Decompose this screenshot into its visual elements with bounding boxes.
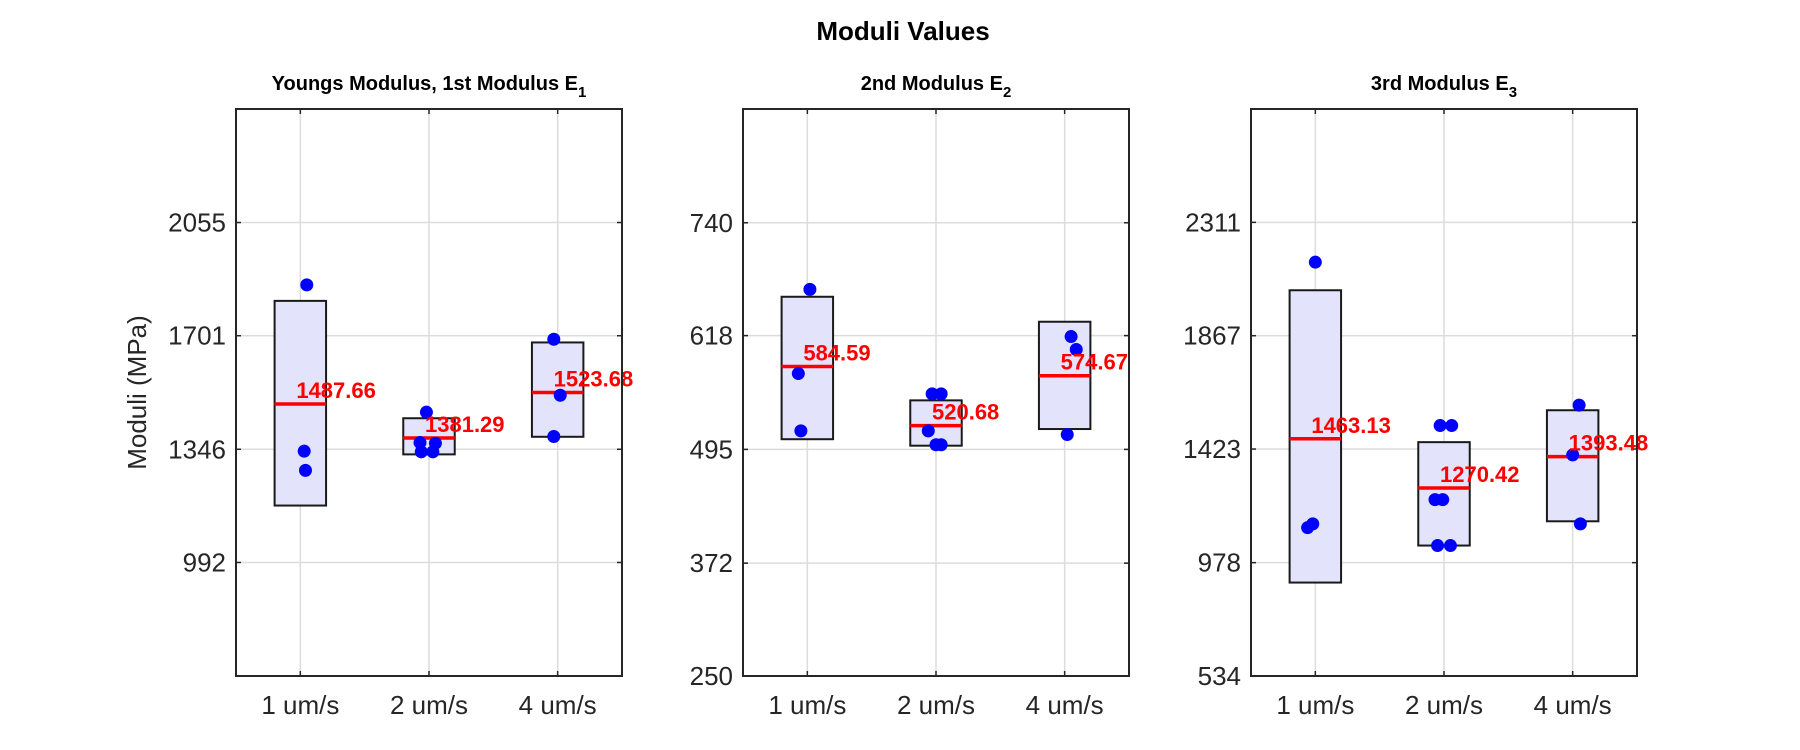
- data-point: [1301, 521, 1315, 535]
- figure-title: Moduli Values: [816, 16, 989, 46]
- chart-panel-1: Youngs Modulus, 1st Modulus E1 2055 1701 13…: [122, 73, 633, 720]
- x-tick-label: 4 um/s: [1026, 690, 1104, 720]
- y-tick-label: 250: [690, 661, 733, 691]
- x-tick-label: 2 um/s: [1405, 690, 1483, 720]
- median-value-label: 1393.48: [1569, 431, 1649, 456]
- y-tick-label: 1423: [1183, 434, 1241, 464]
- y-tick-label: 2055: [168, 208, 226, 238]
- data-point: [1064, 330, 1078, 344]
- x-tick-label: 4 um/s: [1534, 690, 1612, 720]
- data-point: [1433, 419, 1447, 433]
- data-point: [791, 367, 805, 381]
- data-point: [1436, 493, 1450, 507]
- box: [1545, 409, 1600, 523]
- x-tick-label: 1 um/s: [768, 690, 846, 720]
- data-point: [803, 282, 817, 296]
- panel-title: 3rd Modulus E3: [1371, 73, 1517, 101]
- y-tick-label: 534: [1198, 661, 1241, 691]
- y-tick-label: 1701: [168, 321, 226, 351]
- y-tick-label: 992: [183, 547, 226, 577]
- median-value-label: 584.59: [803, 341, 870, 366]
- chart-panel-3: 3rd Modulus E3 2311 1867 1423 978 534 1 um/s 2 …: [1183, 73, 1648, 720]
- data-point: [547, 429, 561, 443]
- median-value-label: 520.68: [932, 400, 999, 425]
- data-point: [934, 387, 948, 401]
- y-tick-label: 495: [690, 434, 733, 464]
- box: [909, 399, 963, 447]
- data-point: [426, 445, 440, 459]
- median-value-label: 1463.13: [1311, 413, 1391, 438]
- y-tick-label: 372: [690, 548, 733, 578]
- y-tick-label: 740: [690, 208, 733, 238]
- median-value-label: 574.67: [1061, 350, 1128, 375]
- x-tick-label: 4 um/s: [519, 690, 597, 720]
- y-tick-label: 1867: [1183, 321, 1241, 351]
- data-point: [300, 278, 314, 292]
- data-point: [1445, 419, 1459, 433]
- panel-title: Youngs Modulus, 1st Modulus E1: [272, 73, 587, 101]
- data-point: [1060, 428, 1074, 442]
- data-point: [1443, 539, 1457, 553]
- y-tick-label: 978: [1198, 548, 1241, 578]
- median-value-label: 1270.42: [1440, 462, 1520, 487]
- axes-frame: [1250, 108, 1638, 677]
- median-value-label: 1523.68: [554, 366, 634, 391]
- median-value-label: 1487.66: [296, 378, 376, 403]
- data-point: [921, 424, 935, 438]
- data-point: [414, 445, 428, 459]
- y-tick-label: 2311: [1185, 207, 1241, 237]
- y-tick-label: 618: [690, 321, 733, 351]
- panel-title: 2nd Modulus E2: [861, 73, 1012, 101]
- axes-frame: [235, 108, 623, 677]
- y-tick-label: 1346: [168, 434, 226, 464]
- panels: Youngs Modulus, 1st Modulus E1 2055 1701 13…: [122, 73, 1648, 720]
- data-point: [1308, 255, 1322, 269]
- axes-frame: [742, 108, 1130, 677]
- chart-panel-2: 2nd Modulus E2 740 618 495 372 250 1 um/s 2 um/…: [690, 73, 1130, 720]
- data-point: [925, 387, 939, 401]
- x-tick-label: 2 um/s: [390, 690, 468, 720]
- box: [1288, 289, 1343, 584]
- y-axis-label: Moduli (MPa): [122, 315, 152, 470]
- data-point: [934, 438, 948, 452]
- data-point: [553, 388, 567, 402]
- median-value-label: 1381.29: [425, 412, 505, 437]
- data-point: [1566, 448, 1580, 462]
- data-point: [794, 424, 808, 438]
- x-tick-label: 1 um/s: [1276, 690, 1354, 720]
- data-point: [1431, 539, 1445, 553]
- data-point: [1572, 398, 1586, 412]
- data-point: [1573, 517, 1587, 531]
- data-point: [298, 463, 312, 477]
- data-point: [547, 332, 561, 346]
- data-point: [1069, 342, 1083, 356]
- x-tick-label: 1 um/s: [261, 690, 339, 720]
- x-tick-label: 2 um/s: [897, 690, 975, 720]
- data-point: [419, 405, 433, 419]
- data-point: [297, 444, 311, 458]
